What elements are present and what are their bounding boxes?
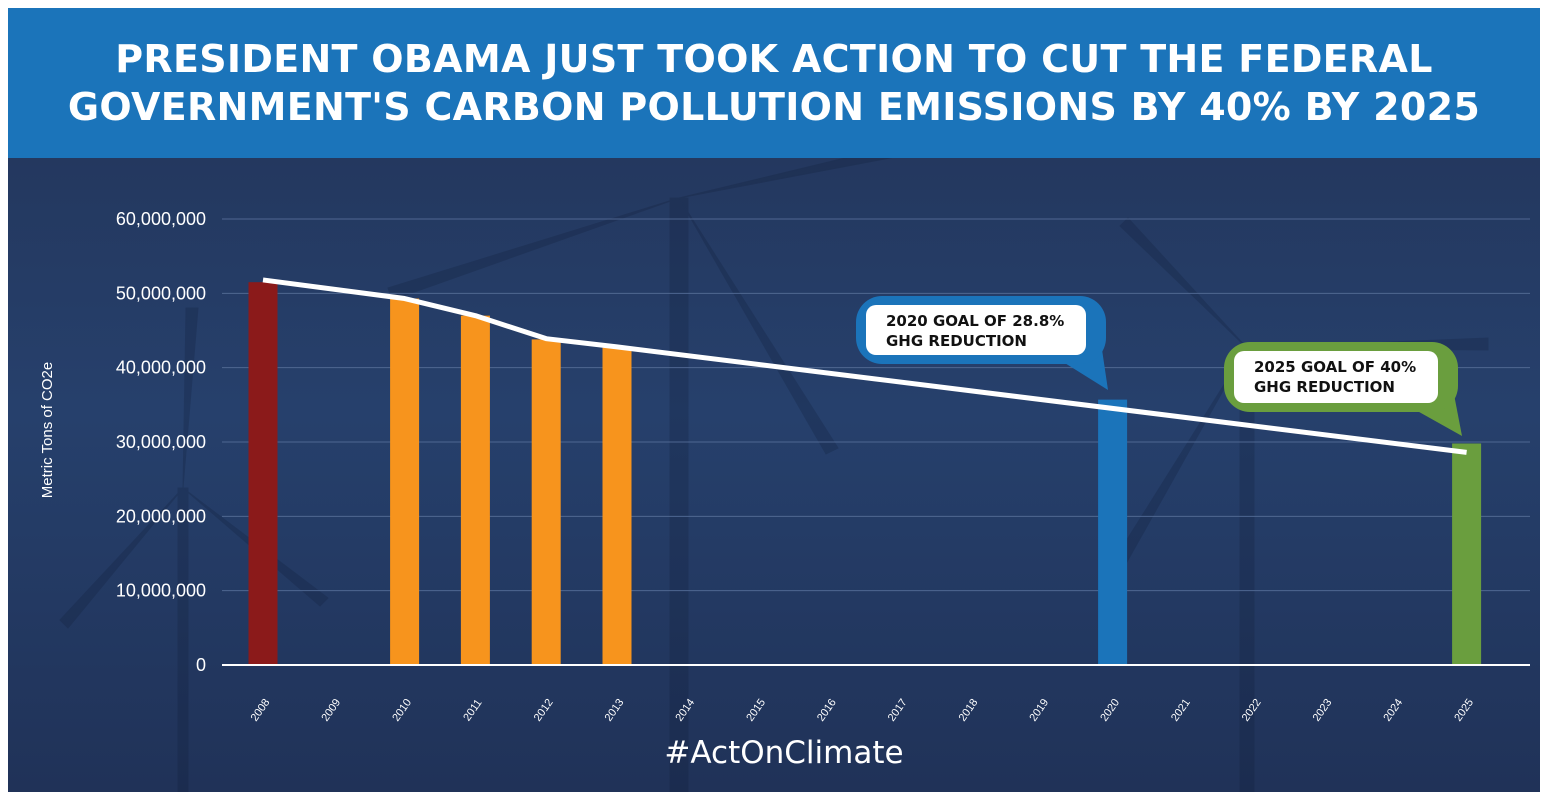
bar-2025 [1452,443,1482,665]
y-axis-label: Metric Tons of CO2e [39,362,56,498]
x-tick-label: 2012 [532,697,556,724]
x-tick-label: 2025 [1452,697,1476,724]
x-tick-label: 2015 [744,697,768,724]
x-tick-label: 2016 [815,697,839,724]
callout-text: GHG REDUCTION [886,332,1027,350]
y-tick-label: 60,000,000 [116,209,206,229]
callout-inner [866,305,1086,355]
y-axis-ticks: 0 10,000,000 20,000,000 30,000,000 40,000,00… [116,209,206,675]
x-tick-label: 2009 [319,697,343,724]
x-tick-label: 2017 [886,697,910,724]
y-tick-label: 40,000,000 [116,358,206,378]
chart-panel [8,158,1540,792]
x-tick-label: 2021 [1169,697,1193,724]
x-tick-label: 2008 [249,697,273,724]
x-tick-label: 2018 [957,697,981,724]
callout-2025: 2025 GOAL OF 40% GHG REDUCTION [1224,342,1462,436]
hashtag: #ActOnClimate [664,735,904,771]
x-tick-label: 2024 [1381,697,1405,724]
y-tick-label: 50,000,000 [116,283,206,303]
callout-text: GHG REDUCTION [1254,378,1395,396]
headline-line-2: GOVERNMENT'S CARBON POLLUTION EMISSIONS … [67,85,1481,129]
gridlines [222,218,1530,592]
x-axis-ticks: 2008 2009 2010 2011 2012 2013 2014 2015 2016 2017… [249,697,1476,724]
callout-text: 2025 GOAL OF 40% [1254,358,1416,376]
callout-2020: 2020 GOAL OF 28.8% GHG REDUCTION [856,296,1108,390]
x-tick-label: 2022 [1240,697,1264,724]
bar-2012 [531,339,561,665]
x-tick-label: 2011 [461,697,484,723]
x-tick-label: 2010 [390,697,414,724]
y-tick-label: 20,000,000 [116,506,206,526]
x-tick-label: 2020 [1098,697,1122,724]
headline-line-1: PRESIDENT OBAMA JUST TOOK ACTION TO CUT … [115,37,1433,81]
bar-2013 [602,347,632,665]
callout-text: 2020 GOAL OF 28.8% [886,312,1064,330]
bar-2010 [390,298,420,665]
x-tick-label: 2019 [1027,697,1051,724]
y-tick-label: 10,000,000 [116,581,206,601]
trend-line [262,277,1467,455]
bars [248,282,1482,665]
y-tick-label: 0 [196,655,206,675]
x-tick-label: 2023 [1311,697,1335,724]
bar-2011 [460,315,490,665]
y-tick-label: 30,000,000 [116,432,206,452]
headline-banner: PRESIDENT OBAMA JUST TOOK ACTION TO CUT … [8,8,1540,158]
x-tick-label: 2014 [673,697,697,724]
callout-inner [1234,351,1438,403]
bar-2008 [248,282,278,665]
bar-2020 [1098,399,1128,665]
x-tick-label: 2013 [603,697,627,724]
